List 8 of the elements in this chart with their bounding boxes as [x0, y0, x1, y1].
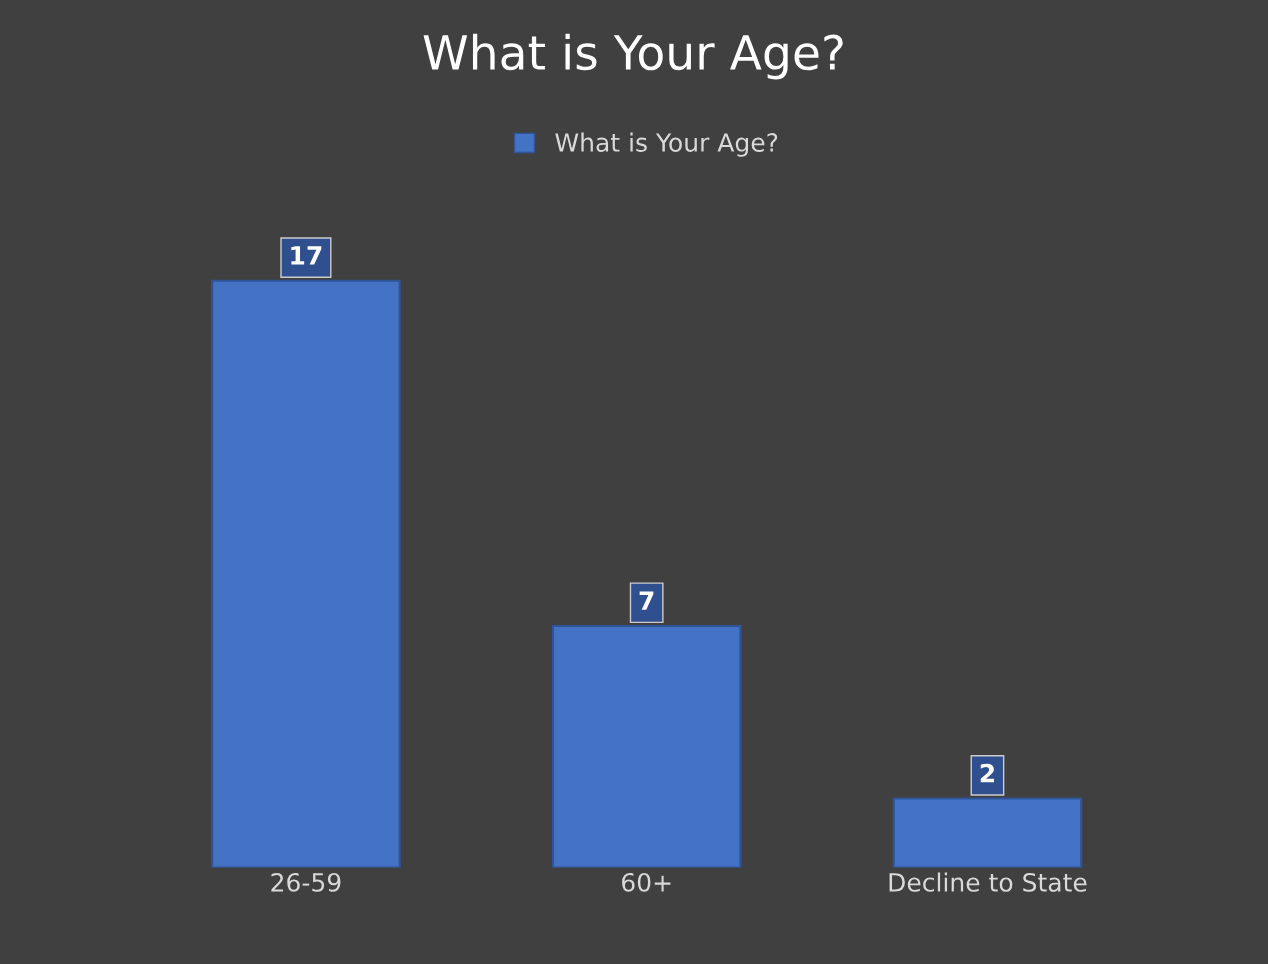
x-tick-label: 26-59 — [271, 872, 341, 892]
x-tick-label: Decline to State — [889, 872, 1087, 892]
data-label: 2 — [980, 763, 994, 783]
data-label: 7 — [639, 591, 654, 610]
chart-title: What is Your Age? — [423, 33, 843, 80]
data-label: 17 — [291, 246, 322, 265]
x-tick-label: 60+ — [622, 872, 671, 892]
legend-label: What is Your Age? — [555, 132, 778, 157]
